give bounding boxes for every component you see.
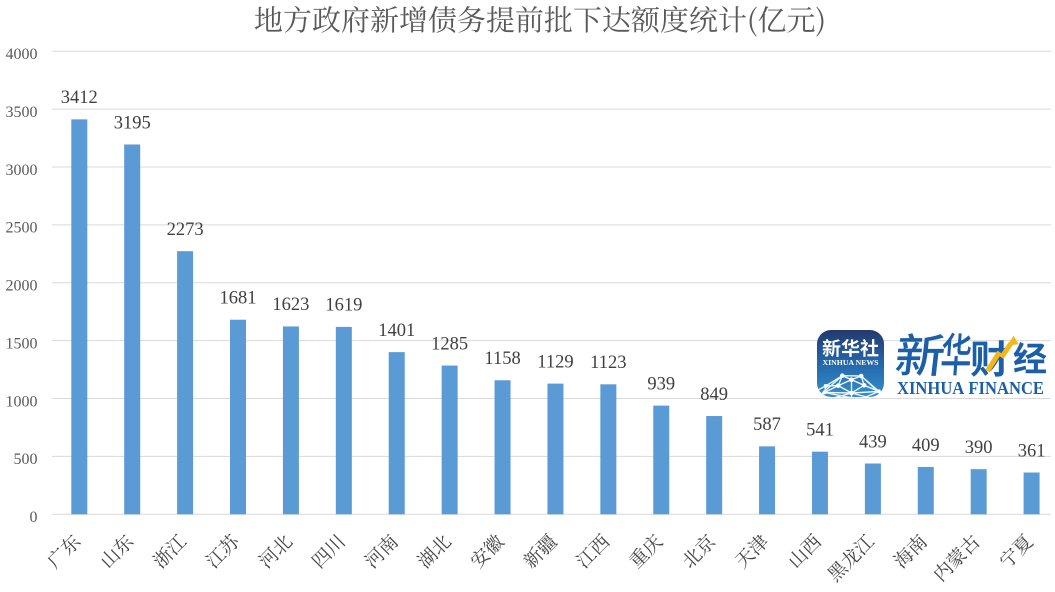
svg-text:939: 939 xyxy=(647,374,675,394)
svg-text:1000: 1000 xyxy=(6,393,38,410)
svg-text:3000: 3000 xyxy=(6,162,38,179)
svg-text:0: 0 xyxy=(30,509,38,526)
svg-text:3412: 3412 xyxy=(61,88,98,108)
svg-text:1500: 1500 xyxy=(6,335,38,352)
svg-text:3500: 3500 xyxy=(6,104,38,121)
svg-text:1123: 1123 xyxy=(590,353,626,373)
svg-text:XINHUA NEWS: XINHUA NEWS xyxy=(823,358,879,367)
svg-text:1285: 1285 xyxy=(431,334,468,354)
svg-text:1681: 1681 xyxy=(220,289,257,309)
svg-text:3195: 3195 xyxy=(114,113,151,133)
svg-text:500: 500 xyxy=(14,451,38,468)
svg-text:439: 439 xyxy=(859,432,887,452)
svg-text:1129: 1129 xyxy=(537,352,573,372)
svg-text:2273: 2273 xyxy=(167,220,204,240)
svg-text:1623: 1623 xyxy=(272,295,309,315)
svg-text:541: 541 xyxy=(806,420,834,440)
svg-text:4000: 4000 xyxy=(6,46,38,63)
svg-text:XINHUA FINANCE: XINHUA FINANCE xyxy=(897,378,1044,398)
svg-text:849: 849 xyxy=(700,385,728,405)
svg-text:390: 390 xyxy=(965,438,993,458)
svg-text:361: 361 xyxy=(1018,441,1046,461)
svg-text:2500: 2500 xyxy=(6,220,38,237)
svg-text:1158: 1158 xyxy=(484,349,520,369)
svg-text:1401: 1401 xyxy=(378,321,415,341)
svg-text:1619: 1619 xyxy=(325,296,362,316)
svg-text:409: 409 xyxy=(912,436,940,456)
svg-text:2000: 2000 xyxy=(6,278,38,295)
svg-text:587: 587 xyxy=(753,415,781,435)
